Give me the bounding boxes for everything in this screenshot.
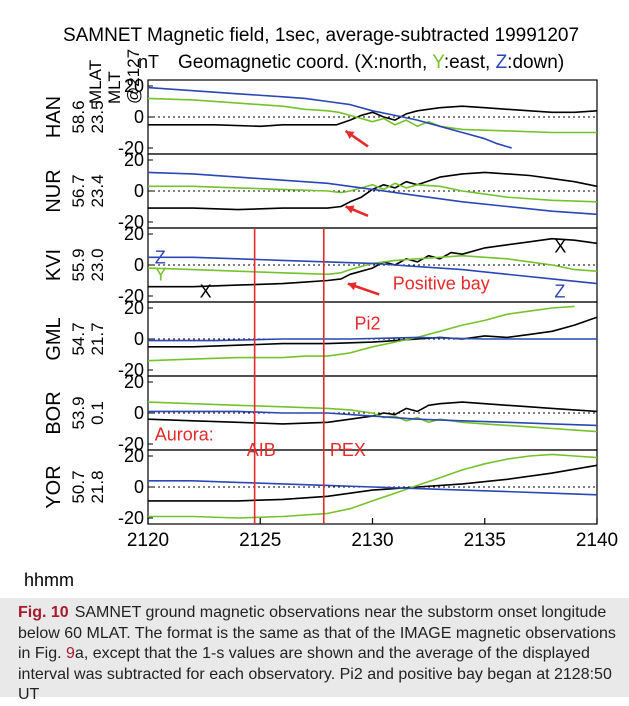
mlt-label-kvi: 23.0 [88, 248, 107, 281]
onset-arrow-han-0 [344, 129, 369, 148]
y-tick-label-kvi-0: -20 [118, 286, 144, 306]
mlt-label-han: 23.5 [88, 100, 107, 133]
mlt-label-bor: 0.1 [88, 401, 107, 425]
y-tick-label-gml-2: 20 [124, 298, 144, 318]
y-tick-label-kvi-1: 0 [134, 255, 144, 275]
onset-arrow-nur-0 [345, 205, 369, 218]
annotation-kvi-4: X [200, 281, 212, 301]
station-label-bor: BOR [43, 391, 65, 434]
arrow-head [345, 130, 355, 139]
x-tick-label-3: 2135 [464, 530, 506, 551]
mlt-header-mlt: MLT [105, 71, 124, 104]
station-label-nur: NUR [43, 169, 65, 212]
y-tick-label-yor-1: 0 [134, 477, 144, 497]
series-gml-z [148, 336, 597, 342]
x-tick-label-1: 2125 [239, 530, 281, 551]
panel-nur: -20 0 20 NUR 56.7 23.4 [43, 150, 598, 232]
mlt-label-gml: 21.7 [88, 322, 107, 355]
y-tick-label-yor-0: -20 [118, 508, 144, 528]
figure-label-aurora: Aurora: [155, 425, 214, 445]
mlt-label-nur: 23.4 [88, 174, 107, 207]
y-tick-label-nur-2: 20 [124, 150, 144, 170]
x-tick-label-0: 2120 [127, 530, 169, 551]
mlat-label-kvi: 55.9 [69, 248, 88, 281]
series-kvi-z [148, 256, 598, 285]
y-tick-label-yor-2: 20 [124, 446, 144, 466]
magnetogram-chart: SAMNET Magnetic field, 1sec, average-sub… [24, 25, 618, 590]
annotation-kvi-2: Z [155, 247, 166, 267]
series-nur-x [148, 171, 598, 211]
annotation-kvi-6: Z [554, 281, 565, 301]
series-bor-x [147, 401, 598, 425]
figure-label-aib: AIB [247, 440, 276, 460]
station-label-kvi: KVI [43, 249, 65, 281]
y-tick-label-kvi-2: 20 [124, 224, 144, 244]
figure-caption: Fig. 10 SAMNET ground magnetic observatio… [0, 598, 629, 703]
series-yor-x [148, 464, 598, 502]
onset-arrow-kvi-0 [347, 282, 380, 296]
series-kvi-y [147, 254, 598, 276]
caption-text-2: a, except that the 1-s values are shown … [18, 645, 612, 703]
panel-yor: -20 0 20 YOR 50.7 21.8 [43, 446, 598, 528]
series-han-y [147, 97, 597, 134]
y-tick-label-bor-2: 20 [124, 372, 144, 392]
y-tick-label-bor-0: -20 [118, 434, 144, 454]
x-axis-label: hhmm [24, 570, 74, 590]
x-tick-label-4: 2140 [576, 530, 618, 551]
series-han-z [147, 86, 512, 149]
y-tick-label-nur-1: 0 [134, 181, 144, 201]
station-label-gml: GML [43, 317, 65, 360]
series-yor-y [148, 453, 598, 519]
y-tick-label-gml-0: -20 [118, 360, 144, 380]
mlt-header-time: @2127 [124, 49, 143, 104]
series-yor-z [148, 480, 598, 496]
mlat-label-yor: 50.7 [69, 470, 88, 503]
annotation-gml-0: Pi2 [355, 314, 381, 334]
series-nur-y [148, 182, 598, 203]
annotation-kvi-3: Y [155, 264, 167, 284]
panel-gml: -20 0 20 GML 54.7 21.7 Pi2 [43, 298, 598, 380]
mlat-label-gml: 54.7 [69, 322, 88, 355]
station-label-han: HAN [43, 96, 65, 138]
unit-label: nT [138, 52, 159, 72]
panel-bor: -20 0 20 BOR 53.9 0.1 [43, 372, 598, 454]
mlat-label-bor: 53.9 [69, 396, 88, 429]
chart-figure: SAMNET Magnetic field, 1sec, average-sub… [24, 25, 618, 590]
y-tick-label-bor-1: 0 [134, 403, 144, 423]
caption-fig-label: Fig. 10 [18, 604, 69, 621]
chart-subtitle: Geomagnetic coord. (X:north, Y:east, Z:d… [178, 52, 564, 73]
series-gml-y [147, 305, 575, 362]
station-label-yor: YOR [43, 465, 65, 508]
y-tick-label-gml-1: 0 [134, 329, 144, 349]
panel-han: -20 0 20 HAN 58.6 23.5 [43, 76, 598, 158]
figure-label-pex: PEX [330, 440, 366, 460]
series-nur-z [147, 171, 598, 216]
y-tick-label-han-1: 0 [134, 107, 144, 127]
series-bor-z [148, 410, 598, 427]
arrow-head [347, 282, 357, 291]
caption-fig-ref-link[interactable]: 9 [66, 645, 75, 662]
mlt-header-mlat: MLAT [86, 60, 105, 104]
caption-text-1: SAMNET ground magnetic observations near… [18, 604, 616, 662]
mlat-label-han: 58.6 [69, 100, 88, 133]
annotation-kvi-5: X [554, 236, 566, 256]
y-tick-label-nur-0: -20 [118, 212, 144, 232]
series-han-x [148, 105, 598, 128]
arrow-head [345, 205, 355, 214]
y-tick-label-han-2: 20 [124, 76, 144, 96]
mlt-label-yor: 21.8 [88, 470, 107, 503]
annotation-kvi-1: Positive bay [393, 274, 490, 294]
mlat-label-nur: 56.7 [69, 174, 88, 207]
x-tick-label-2: 2130 [351, 530, 393, 551]
y-tick-label-han-0: -20 [118, 138, 144, 158]
chart-title: SAMNET Magnetic field, 1sec, average-sub… [63, 25, 579, 46]
